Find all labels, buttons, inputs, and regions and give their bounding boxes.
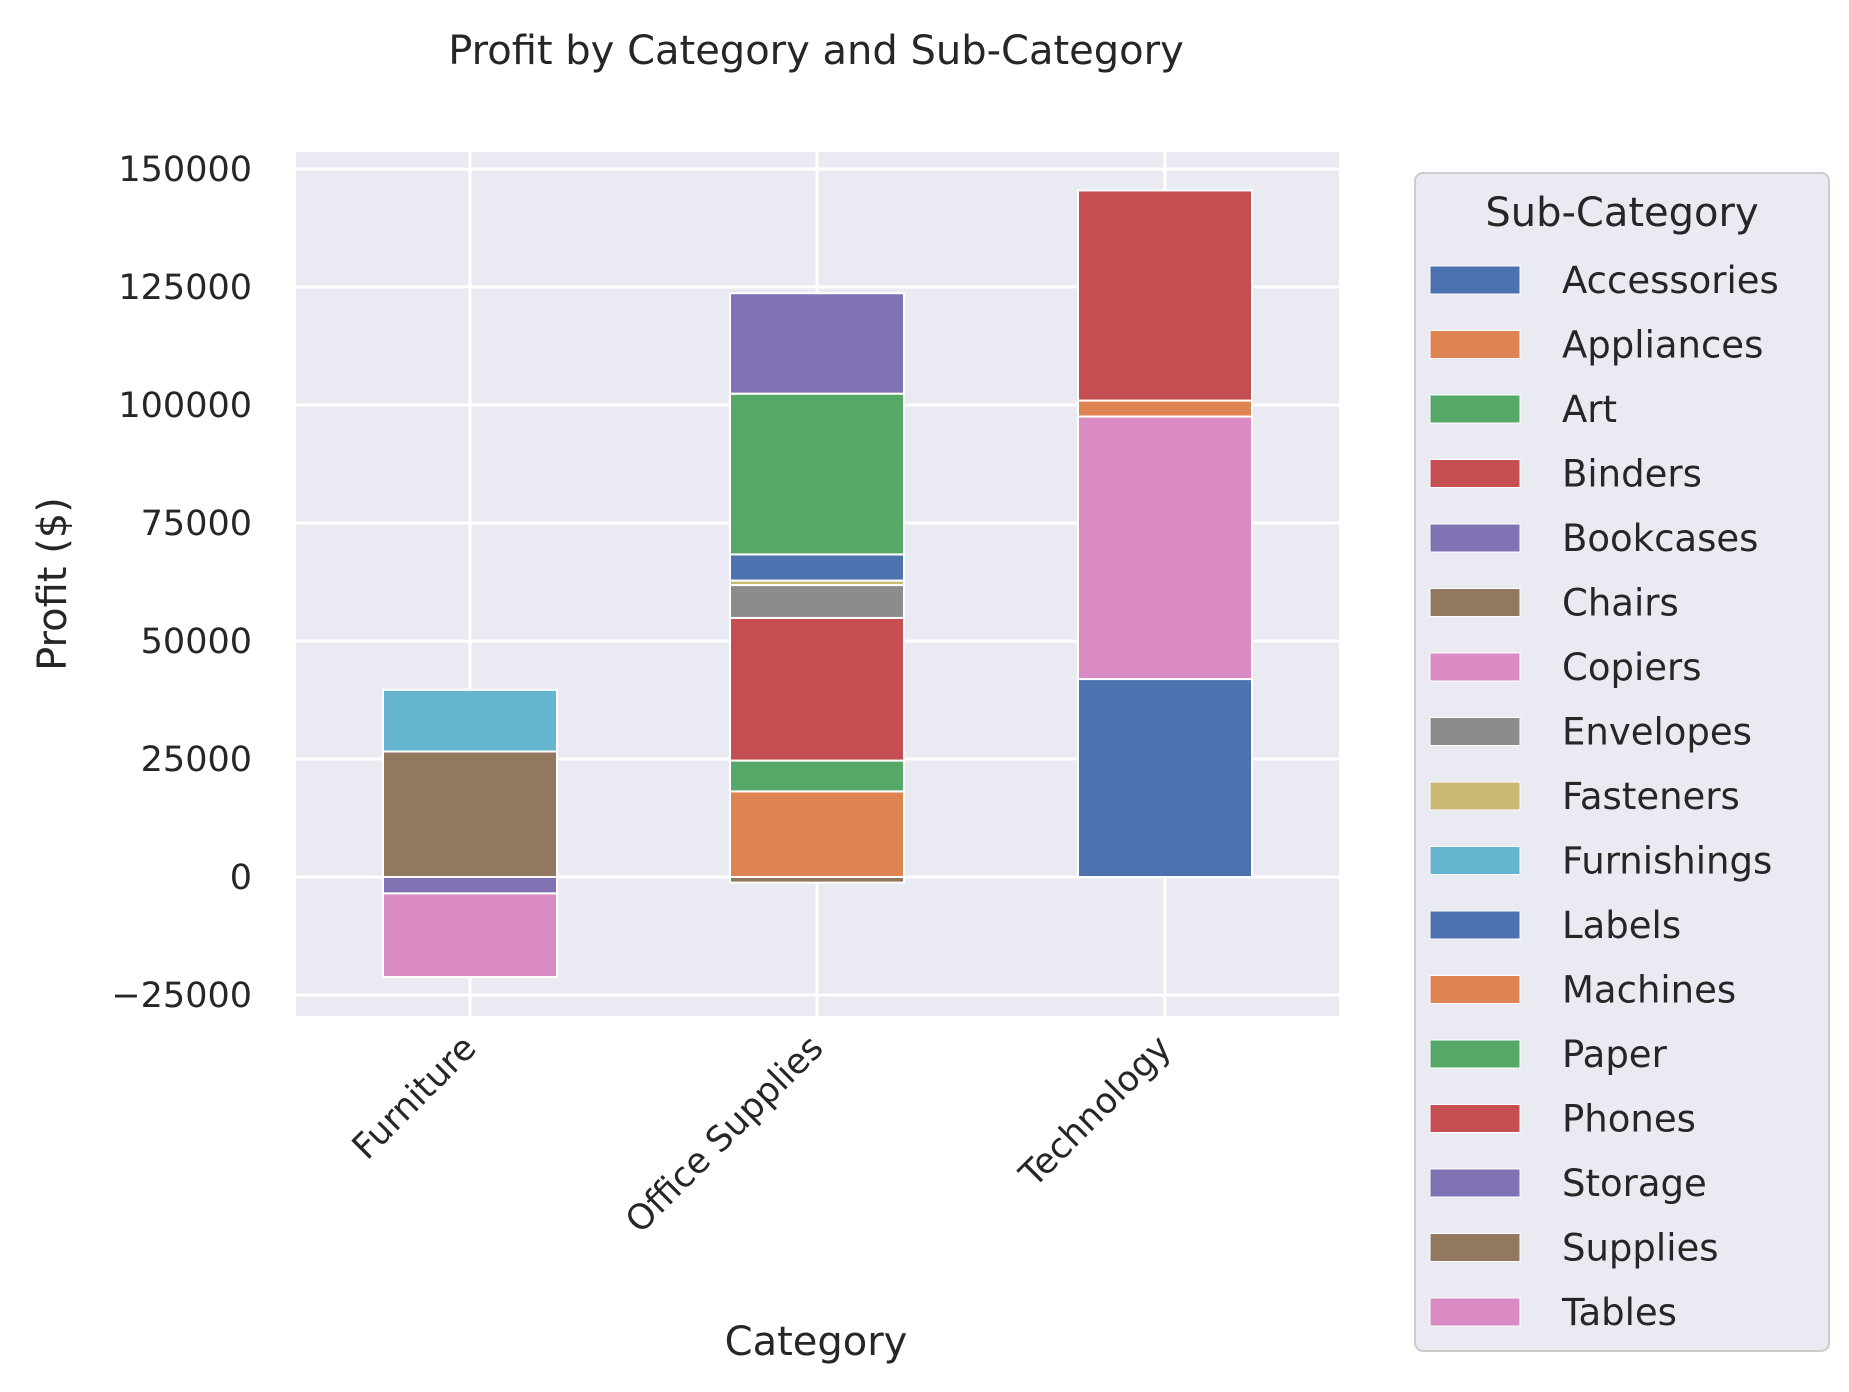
legend-swatch (1429, 459, 1521, 488)
legend-item-label: Furnishings (1562, 840, 1772, 883)
chart-title: Profit by Category and Sub-Category (448, 28, 1184, 74)
legend-item-label: Fasteners (1562, 775, 1740, 818)
legend-item-label: Art (1562, 388, 1617, 431)
legend-item-label: Bookcases (1562, 517, 1758, 560)
y-tick-label: 75000 (141, 504, 252, 544)
y-axis-label: Profit ($) (30, 497, 76, 671)
legend-item-label: Accessories (1562, 259, 1779, 302)
bar-segment-paper (729, 392, 905, 556)
legend-swatch (1429, 717, 1521, 746)
legend: Sub-Category Accessories Appliances Art Bin… (1414, 172, 1830, 1352)
legend-swatch (1429, 1039, 1521, 1069)
legend-item-label: Labels (1562, 904, 1681, 947)
legend-swatch (1429, 652, 1521, 682)
bar-segment-copiers (1077, 415, 1253, 681)
legend-swatch (1429, 330, 1521, 359)
bar-segment-accessories (1077, 678, 1253, 879)
legend-item-label: Phones (1562, 1098, 1696, 1141)
y-ticks: −25000 0 25000 50000 75000 100000 125000 150000 (111, 150, 252, 1016)
legend-item-label: Paper (1562, 1033, 1668, 1076)
bar-segment-chairs (382, 750, 558, 878)
x-tick-label: Office Supplies (618, 1028, 831, 1241)
y-tick-label: −25000 (111, 976, 252, 1016)
y-tick-label: 25000 (141, 740, 252, 780)
legend-swatch (1429, 975, 1521, 1004)
bar-segment-bookcases (382, 876, 558, 895)
bar-segment-phones (1077, 189, 1253, 402)
legend-item-label: Binders (1562, 453, 1702, 496)
x-ticks: Furniture Office Supplies Technology (345, 1028, 1179, 1241)
bar-segment-tables (382, 892, 558, 979)
bar-segment-appliances (729, 790, 905, 878)
legend-item-label: Tables (1561, 1291, 1677, 1334)
legend-swatch (1429, 523, 1521, 553)
x-tick-label: Technology (1012, 1028, 1180, 1196)
bar-segment-machines (1077, 399, 1253, 418)
bar-segment-furnishings (382, 688, 558, 753)
legend-item-label: Supplies (1562, 1227, 1719, 1270)
x-tick-label: Furniture (345, 1028, 484, 1167)
bar-segment-binders (729, 616, 905, 762)
legend-item-label: Chairs (1562, 582, 1679, 625)
legend-title: Sub-Category (1485, 190, 1758, 236)
legend-item-label: Machines (1562, 969, 1736, 1012)
y-tick-label: 100000 (118, 386, 252, 426)
x-axis-label: Category (725, 1319, 908, 1365)
legend-item-label: Envelopes (1562, 711, 1752, 754)
legend-swatch (1429, 588, 1521, 617)
legend-swatch (1429, 1168, 1521, 1198)
legend-items: Accessories Appliances Art Binders Bookcases… (1429, 259, 1779, 1334)
bar-segment-art (729, 759, 905, 793)
y-tick-label: 0 (230, 858, 252, 898)
y-tick-label: 50000 (141, 622, 252, 662)
legend-item-label: Copiers (1562, 646, 1702, 689)
legend-swatch (1429, 394, 1521, 424)
bar-segment-envelopes (729, 584, 905, 619)
legend-swatch (1429, 910, 1521, 940)
legend-swatch (1429, 846, 1521, 875)
legend-swatch (1429, 1297, 1521, 1327)
y-tick-label: 150000 (118, 150, 252, 190)
bar-segment-labels (729, 553, 905, 582)
legend-swatch (1429, 781, 1521, 811)
legend-swatch (1429, 265, 1521, 295)
bar-segment-supplies (729, 876, 905, 884)
y-tick-label: 125000 (118, 268, 252, 308)
legend-item-label: Appliances (1562, 324, 1763, 367)
legend-swatch (1429, 1233, 1521, 1262)
bars (382, 189, 1253, 979)
legend-swatch (1429, 1104, 1521, 1133)
legend-item-label: Storage (1562, 1162, 1707, 1205)
bar-segment-storage (729, 292, 905, 395)
